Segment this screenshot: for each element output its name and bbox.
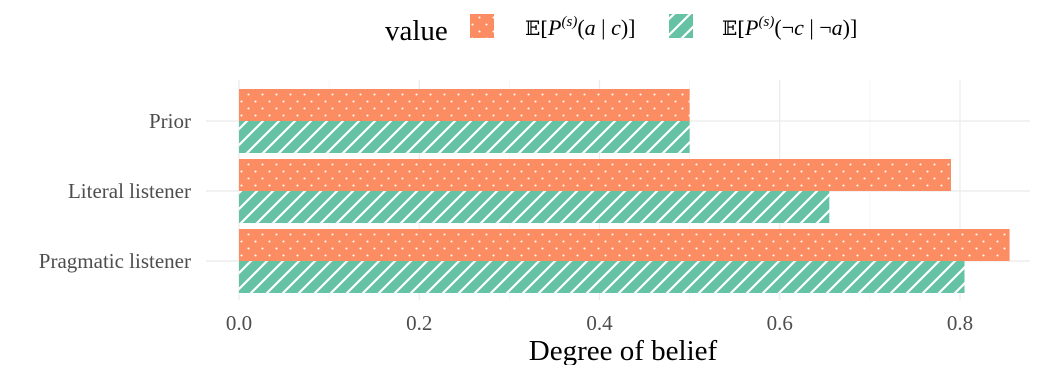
legend-label-notc-given-nota: 𝔼[P(s)(¬c | ¬a)]: [722, 14, 857, 40]
legend-key-notc-given-nota: [669, 14, 693, 38]
x-tick-label-4: 0.8: [947, 311, 973, 335]
x-tick-label-2: 0.4: [586, 311, 613, 335]
x-tick-label-3: 0.6: [767, 311, 793, 335]
x-axis-tick-labels: 0.0 0.2 0.4 0.6 0.8: [226, 311, 973, 335]
legend-key-a-given-c: [470, 14, 494, 38]
bar-a_given_c-0: [239, 89, 690, 121]
y-axis-tick-labels: Prior Literal listener Pragmatic listener: [39, 109, 191, 273]
y-tick-label-0: Prior: [149, 109, 191, 133]
bar-notc_given_nota-2: [239, 261, 965, 293]
x-tick-label-1: 0.2: [406, 311, 432, 335]
y-tick-label-2: Pragmatic listener: [39, 249, 191, 273]
x-tick-label-0: 0.0: [226, 311, 252, 335]
bar-notc_given_nota-1: [239, 191, 830, 223]
legend-title: value: [385, 15, 448, 47]
bar-a_given_c-1: [239, 159, 951, 191]
bar-a_given_c-2: [239, 229, 1010, 261]
bars: [239, 89, 1010, 293]
x-axis-title: Degree of belief: [529, 335, 718, 365]
legend: value 𝔼[P(s)(a | c)] 𝔼[P(s)(¬c | ¬a)]: [385, 14, 857, 47]
y-tick-label-1: Literal listener: [68, 179, 191, 203]
bar-notc_given_nota-0: [239, 121, 690, 153]
legend-label-a-given-c: 𝔼[P(s)(a | c)]: [525, 14, 635, 40]
